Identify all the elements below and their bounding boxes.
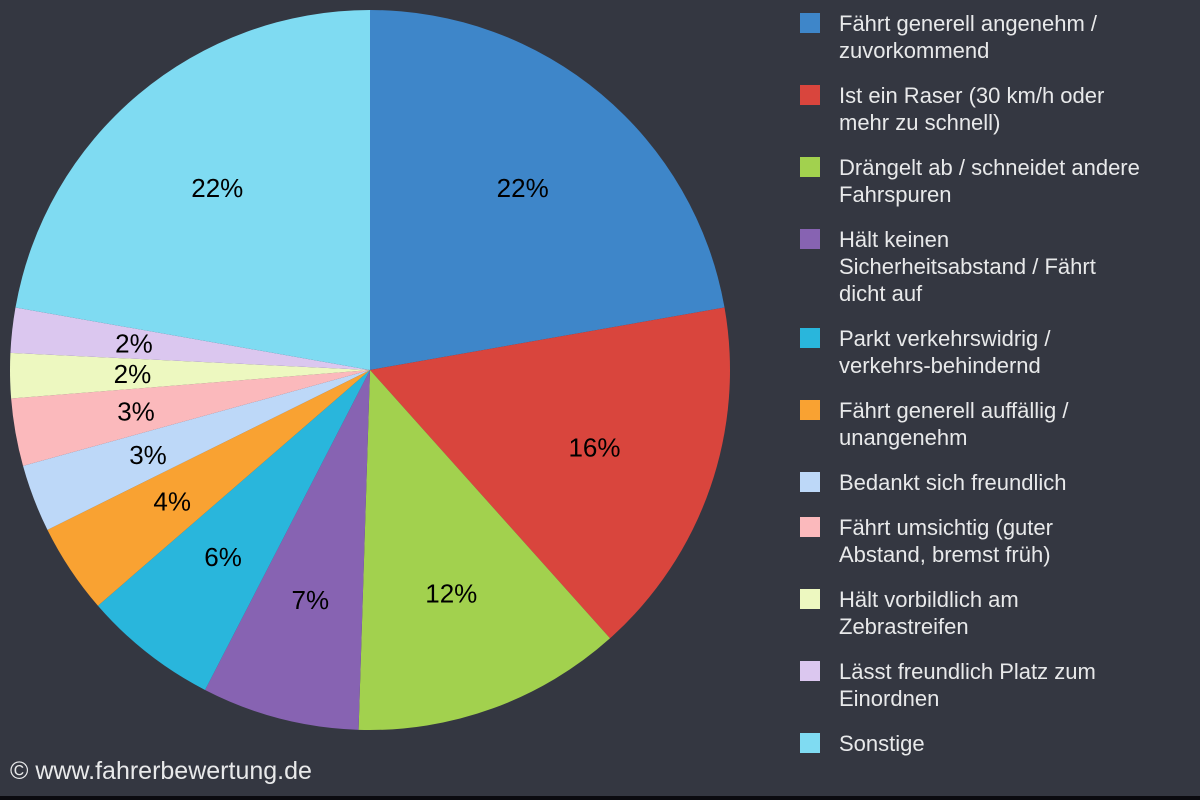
legend-item: Fährt generell auffällig / unangenehm: [800, 397, 1195, 451]
slice-value-label: 22%: [497, 173, 549, 203]
pie-slice: [10, 352, 370, 399]
legend-item: Ist ein Raser (30 km/h oder mehr zu schn…: [800, 82, 1195, 136]
legend-label: Fährt umsichtig (guter Abstand, bremst f…: [839, 515, 1053, 567]
pie-slice: [10, 307, 370, 370]
legend-swatch: [800, 157, 820, 177]
legend-label: Hält vorbildlich am Zebrastreifen: [839, 587, 1019, 639]
legend-swatch: [800, 328, 820, 348]
legend-label: Ist ein Raser (30 km/h oder mehr zu schn…: [839, 83, 1105, 135]
slice-value-label: 6%: [204, 542, 242, 572]
pie-slice: [370, 10, 725, 370]
pie-slice: [358, 370, 611, 731]
slice-value-label: 3%: [117, 396, 155, 426]
slice-value-label: 22%: [191, 173, 243, 203]
legend-item: Sonstige: [800, 730, 1195, 757]
legend: Fährt generell angenehm / zuvorkommend Is…: [800, 10, 1195, 775]
slice-value-label: 3%: [129, 440, 167, 470]
legend-label: Drängelt ab / schneidet andere Fahrspure…: [839, 155, 1140, 207]
slice-value-label: 4%: [153, 487, 191, 517]
legend-swatch: [800, 589, 820, 609]
legend-label: Hält keinen Sicherheitsabstand / Fährt d…: [839, 227, 1096, 306]
copyright-text: © www.fahrerbewertung.de: [10, 757, 312, 785]
legend-swatch: [800, 517, 820, 537]
legend-item: Drängelt ab / schneidet andere Fahrspure…: [800, 154, 1195, 208]
legend-label: Sonstige: [839, 731, 925, 756]
bottom-edge-bar: [0, 796, 1200, 800]
legend-item: Hält vorbildlich am Zebrastreifen: [800, 586, 1195, 640]
pie-slice: [23, 370, 371, 530]
pie-slice: [11, 370, 370, 466]
legend-swatch: [800, 733, 820, 753]
legend-label: Parkt verkehrswidrig / verkehrs-behinder…: [839, 326, 1051, 378]
legend-swatch: [800, 661, 820, 681]
legend-item: Fährt umsichtig (guter Abstand, bremst f…: [800, 514, 1195, 568]
legend-swatch: [800, 229, 820, 249]
slice-value-label: 2%: [114, 359, 152, 389]
legend-item: Bedankt sich freundlich: [800, 469, 1195, 496]
legend-label: Fährt generell angenehm / zuvorkommend: [839, 11, 1098, 63]
pie-slice: [205, 370, 370, 730]
legend-label: Bedankt sich freundlich: [839, 470, 1067, 495]
legend-swatch: [800, 472, 820, 492]
slice-value-label: 2%: [115, 329, 153, 359]
pie-slice: [370, 307, 730, 639]
pie-slice: [47, 370, 370, 606]
legend-label: Fährt generell auffällig / unangenehm: [839, 398, 1069, 450]
legend-item: Hält keinen Sicherheitsabstand / Fährt d…: [800, 226, 1195, 307]
pie-slice: [97, 370, 371, 690]
slice-value-label: 12%: [425, 578, 477, 608]
pie-slice: [15, 10, 370, 370]
legend-item: Parkt verkehrswidrig / verkehrs-behinder…: [800, 325, 1195, 379]
slice-value-label: 7%: [292, 585, 330, 615]
legend-label: Lässt freundlich Platz zum Einordnen: [839, 659, 1096, 711]
legend-swatch: [800, 400, 820, 420]
pie-chart: 22% 16% 12% 7% 6% 4% 3% 3% 2%2% 22%: [10, 10, 730, 731]
legend-item: Fährt generell angenehm / zuvorkommend: [800, 10, 1195, 64]
legend-swatch: [800, 85, 820, 105]
legend-item: Lässt freundlich Platz zum Einordnen: [800, 658, 1195, 712]
legend-swatch: [800, 13, 820, 33]
slice-value-label: 16%: [568, 433, 620, 463]
